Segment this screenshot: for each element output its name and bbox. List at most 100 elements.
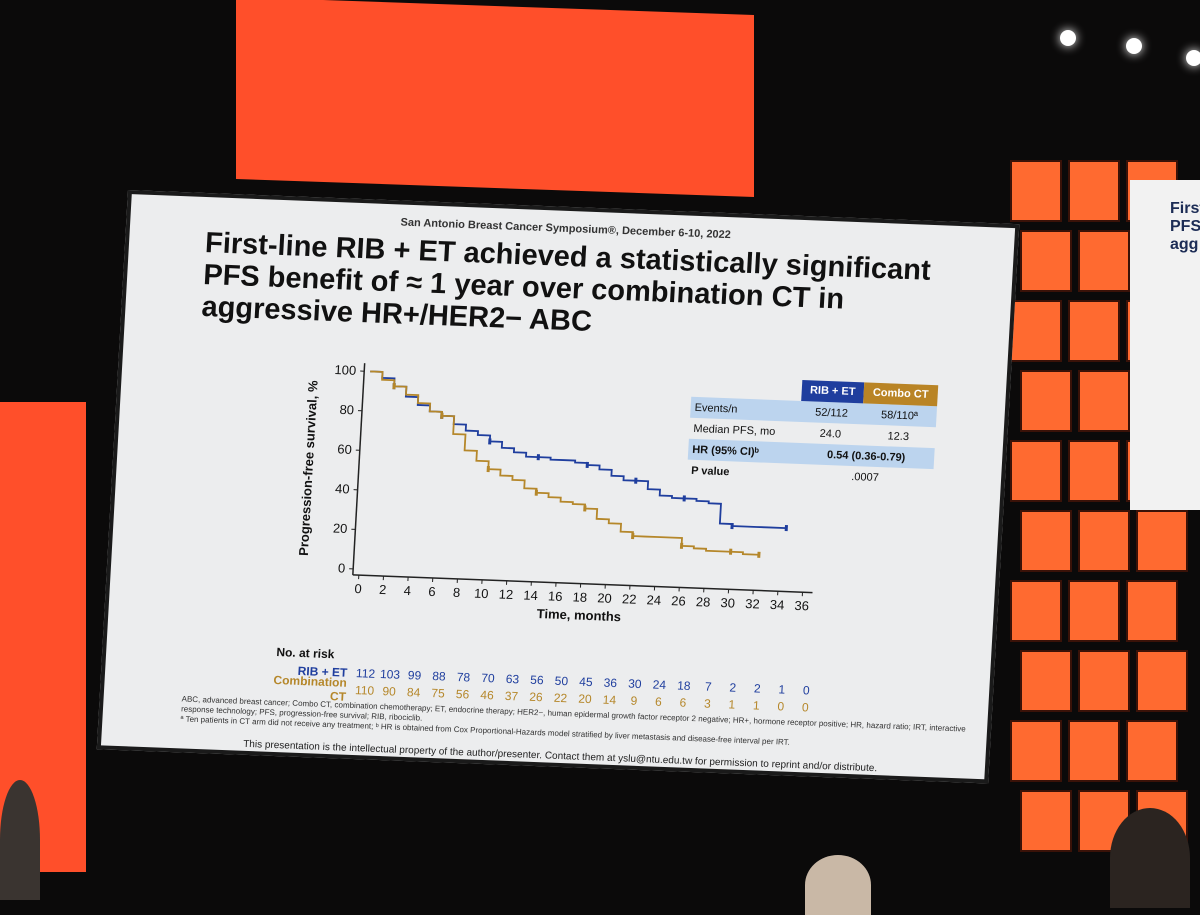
censor-mark-combo xyxy=(392,383,395,389)
censor-mark-combo xyxy=(729,549,732,555)
risk-count-rib: 112 xyxy=(353,666,378,681)
risk-count-combo: 3 xyxy=(695,696,720,711)
stage-tile xyxy=(1078,370,1130,432)
audience-head xyxy=(805,855,871,915)
risk-count-combo: 90 xyxy=(377,683,402,698)
presentation-slide: San Antonio Breast Cancer Symposium®, De… xyxy=(97,190,1020,783)
x-tick-label: 8 xyxy=(453,585,461,600)
risk-count-rib: 0 xyxy=(794,682,819,697)
stage-tile xyxy=(1010,580,1062,642)
risk-count-combo: 37 xyxy=(499,688,524,703)
stage-tile xyxy=(1020,370,1072,432)
censor-mark-rib xyxy=(730,523,733,529)
stage-tile xyxy=(1020,230,1072,292)
side-screen-line: First xyxy=(1170,200,1200,218)
x-axis-title: Time, months xyxy=(536,606,621,624)
side-screen-line: PFS xyxy=(1170,218,1200,236)
x-tick-label: 0 xyxy=(354,581,362,596)
stage-tile xyxy=(1010,160,1062,222)
censor-mark-combo xyxy=(535,490,538,496)
stage-tile xyxy=(1020,790,1072,852)
risk-count-rib: 56 xyxy=(524,672,549,687)
y-axis-line xyxy=(353,363,365,575)
risk-count-combo: 20 xyxy=(572,691,597,706)
cell-combo: 58/110ª xyxy=(862,408,937,423)
censor-mark-combo xyxy=(583,505,586,511)
stage-tile xyxy=(1020,510,1072,572)
censor-mark-combo xyxy=(440,413,443,419)
stage-tile xyxy=(1136,650,1188,712)
risk-count-rib: 45 xyxy=(573,674,598,689)
audience-head xyxy=(1110,808,1190,908)
y-tick-label: 20 xyxy=(333,521,348,537)
x-tick-label: 26 xyxy=(671,593,686,609)
x-tick-label: 34 xyxy=(769,597,784,613)
x-tick-label: 18 xyxy=(572,589,587,605)
stage-tile xyxy=(1068,580,1120,642)
risk-count-combo: 6 xyxy=(670,695,695,710)
row-label: Events/n xyxy=(690,401,801,417)
x-tick-label: 10 xyxy=(474,586,489,602)
results-table: RIB + ET Combo CT Events/n 52/112 58/110… xyxy=(687,376,939,490)
risk-count-combo: 110 xyxy=(352,682,377,697)
risk-count-rib: 63 xyxy=(500,671,525,686)
risk-count-combo: 1 xyxy=(719,697,744,712)
y-tick-label: 40 xyxy=(335,481,350,497)
stage-tile xyxy=(1126,580,1178,642)
stage-top-banner xyxy=(236,0,754,197)
stage-tile xyxy=(1010,440,1062,502)
y-tick-label: 80 xyxy=(339,402,354,418)
censor-mark-rib xyxy=(586,462,589,468)
cell-rib: 24.0 xyxy=(799,426,862,440)
stage-tile xyxy=(1078,650,1130,712)
stage-tile xyxy=(1068,160,1120,222)
slide-title: First-line RIB + ET achieved a statistic… xyxy=(201,227,932,351)
risk-count-combo: 14 xyxy=(597,692,622,707)
risk-count-rib: 7 xyxy=(696,679,721,694)
table-header-rib: RIB + ET xyxy=(801,380,864,403)
ceiling-light xyxy=(1060,30,1076,46)
risk-count-combo: 75 xyxy=(425,685,450,700)
x-tick-label: 36 xyxy=(794,598,809,614)
risk-count-rib: 99 xyxy=(402,667,427,682)
stage-tile xyxy=(1068,300,1120,362)
cell-combo: 12.3 xyxy=(861,429,936,444)
audience-head xyxy=(0,780,40,900)
stage-tile xyxy=(1010,720,1062,782)
y-tick-label: 0 xyxy=(338,560,346,575)
y-axis-title: Progression-free survival, % xyxy=(296,380,321,556)
y-tick-label: 100 xyxy=(334,362,357,378)
censor-mark-rib xyxy=(634,478,637,484)
risk-count-combo: 0 xyxy=(768,698,793,713)
y-tick-label: 60 xyxy=(337,441,352,457)
table-header-blank xyxy=(692,386,802,390)
risk-count-combo: 22 xyxy=(548,690,573,705)
risk-count-rib: 78 xyxy=(451,669,476,684)
side-screen-text: First PFS agg xyxy=(1170,200,1200,254)
censor-mark-rib xyxy=(488,438,491,444)
risk-count-combo: 46 xyxy=(474,687,499,702)
cell-pvalue: .0007 xyxy=(797,468,934,485)
x-tick-label: 28 xyxy=(696,594,711,610)
risk-count-rib: 2 xyxy=(745,681,770,696)
stage-tile xyxy=(1068,440,1120,502)
risk-count-combo: 0 xyxy=(793,699,818,714)
x-tick-label: 4 xyxy=(403,583,411,598)
risk-count-rib: 103 xyxy=(377,666,402,681)
stage-tile xyxy=(1068,720,1120,782)
risk-count-rib: 24 xyxy=(647,677,672,692)
x-tick-label: 6 xyxy=(428,584,436,599)
censor-mark-rib xyxy=(785,525,788,531)
x-tick-label: 24 xyxy=(646,592,661,608)
x-tick-label: 30 xyxy=(720,595,735,611)
side-screen-line: agg xyxy=(1170,236,1200,254)
x-tick-label: 16 xyxy=(548,588,563,604)
stage-tile xyxy=(1078,510,1130,572)
cell-rib: 52/112 xyxy=(800,405,863,419)
risk-count-combo: 9 xyxy=(621,693,646,708)
x-tick-label: 14 xyxy=(523,587,538,603)
risk-count-rib: 88 xyxy=(426,668,451,683)
censor-mark-rib xyxy=(537,454,540,460)
stage-tile xyxy=(1136,510,1188,572)
risk-count-combo: 84 xyxy=(401,684,426,699)
